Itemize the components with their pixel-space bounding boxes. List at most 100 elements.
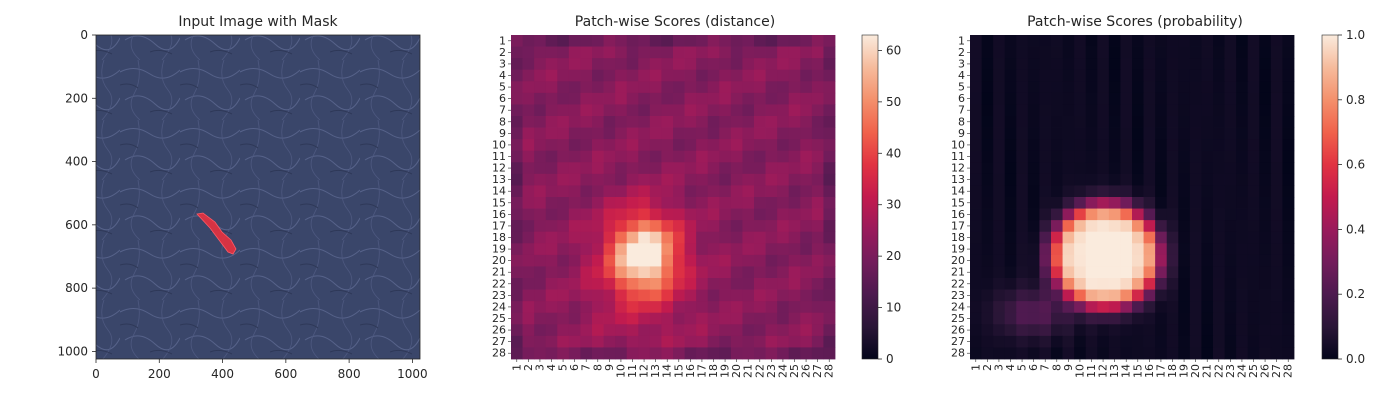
distance-cell	[534, 139, 547, 152]
distance-cell	[823, 312, 836, 325]
distance-cell	[788, 46, 801, 59]
probability-cell	[1166, 35, 1179, 47]
distance-cell	[522, 173, 535, 186]
distance-cell	[742, 116, 755, 128]
probability-cell	[1282, 58, 1295, 71]
distance-cell	[603, 116, 616, 128]
red-defect-mask	[196, 212, 237, 255]
distance-cell	[811, 266, 824, 279]
probability-cell	[1201, 81, 1214, 94]
distance-cell	[661, 243, 674, 256]
distance-cell	[522, 162, 535, 175]
probability-cell	[1224, 208, 1237, 221]
probability-cell	[1178, 197, 1191, 209]
probability-cell	[1004, 104, 1017, 117]
distance-cell	[626, 231, 639, 244]
probability-ytick-label: 26	[951, 324, 965, 337]
distance-cell	[661, 231, 674, 244]
probability-cell	[1051, 92, 1063, 105]
distance-cell	[730, 278, 743, 290]
probability-cell	[1201, 185, 1214, 198]
probability-cell	[1027, 46, 1040, 59]
probability-cell	[1097, 208, 1110, 221]
distance-cell	[592, 208, 604, 221]
probability-cell	[1108, 335, 1121, 348]
probability-cell	[1213, 243, 1225, 256]
distance-cell	[684, 116, 697, 128]
distance-cell	[811, 81, 824, 94]
distance-cell	[661, 127, 674, 140]
probability-cell	[1224, 173, 1237, 186]
distance-ytick-label: 7	[499, 104, 506, 117]
distance-cell	[638, 324, 651, 337]
distance-cell	[661, 220, 674, 233]
distance-xtick-label: 25	[788, 364, 801, 378]
probability-cell	[1189, 35, 1202, 47]
probability-ytick-label: 8	[958, 115, 965, 128]
probability-cell	[1166, 185, 1179, 198]
probability-cell	[1155, 35, 1168, 47]
probability-cell	[993, 243, 1006, 256]
distance-cell	[568, 197, 581, 209]
probability-cell	[1259, 81, 1272, 94]
probability-cell	[1074, 173, 1087, 186]
probability-cell	[1004, 69, 1017, 82]
distance-cell	[649, 266, 662, 279]
probability-xtick-label: 7	[1039, 364, 1052, 371]
distance-cell	[788, 266, 801, 279]
probability-cell	[1016, 185, 1029, 198]
probability-cell	[1236, 173, 1249, 186]
probability-cell	[1178, 92, 1191, 105]
probability-cell	[1224, 266, 1237, 279]
probability-cell	[993, 185, 1006, 198]
probability-cell	[1074, 162, 1087, 175]
probability-cell	[1004, 266, 1017, 279]
distance-cell	[626, 266, 639, 279]
distance-cell	[626, 35, 639, 47]
probability-cell	[1051, 162, 1063, 175]
panel-probability-heatmap: Patch-wise Scores (probability) 11223344…	[951, 14, 1365, 378]
probability-cell	[1236, 266, 1249, 279]
probability-cell	[1039, 92, 1052, 105]
probability-cell	[1201, 347, 1214, 360]
distance-cell	[522, 92, 535, 105]
probability-cell	[1236, 92, 1249, 105]
probability-cell	[1085, 35, 1098, 47]
probability-cell	[1027, 58, 1040, 71]
distance-cell	[765, 197, 778, 209]
probability-cell	[1247, 243, 1260, 256]
distance-cell	[777, 173, 790, 186]
probability-cell	[1201, 46, 1214, 59]
probability-cell	[1039, 220, 1052, 233]
probability-cell	[1039, 46, 1052, 59]
probability-cell	[1201, 104, 1214, 117]
distance-cell	[684, 220, 697, 233]
distance-cell	[603, 289, 616, 302]
probability-cell	[1074, 35, 1087, 47]
distance-cell	[568, 278, 581, 290]
distance-cell	[696, 35, 709, 47]
distance-cell	[592, 220, 604, 233]
distance-cell	[777, 208, 790, 221]
distance-cell	[592, 347, 604, 360]
probability-cell	[1074, 220, 1087, 233]
probability-cell	[1016, 278, 1029, 290]
distance-cell	[684, 197, 697, 209]
distance-cell	[592, 173, 604, 186]
probability-cell	[1247, 197, 1260, 209]
probability-cell	[1259, 266, 1272, 279]
distance-cell	[603, 69, 616, 82]
distance-cell	[649, 173, 662, 186]
distance-cell	[661, 254, 674, 267]
distance-cell	[568, 324, 581, 337]
probability-cell	[1097, 127, 1110, 140]
distance-cell	[638, 197, 651, 209]
distance-cell	[765, 312, 778, 325]
probability-cell	[1236, 81, 1249, 94]
probability-cell	[1201, 289, 1214, 302]
probability-cell	[1155, 347, 1168, 360]
distance-cell	[696, 289, 709, 302]
distance-cell	[684, 208, 697, 221]
